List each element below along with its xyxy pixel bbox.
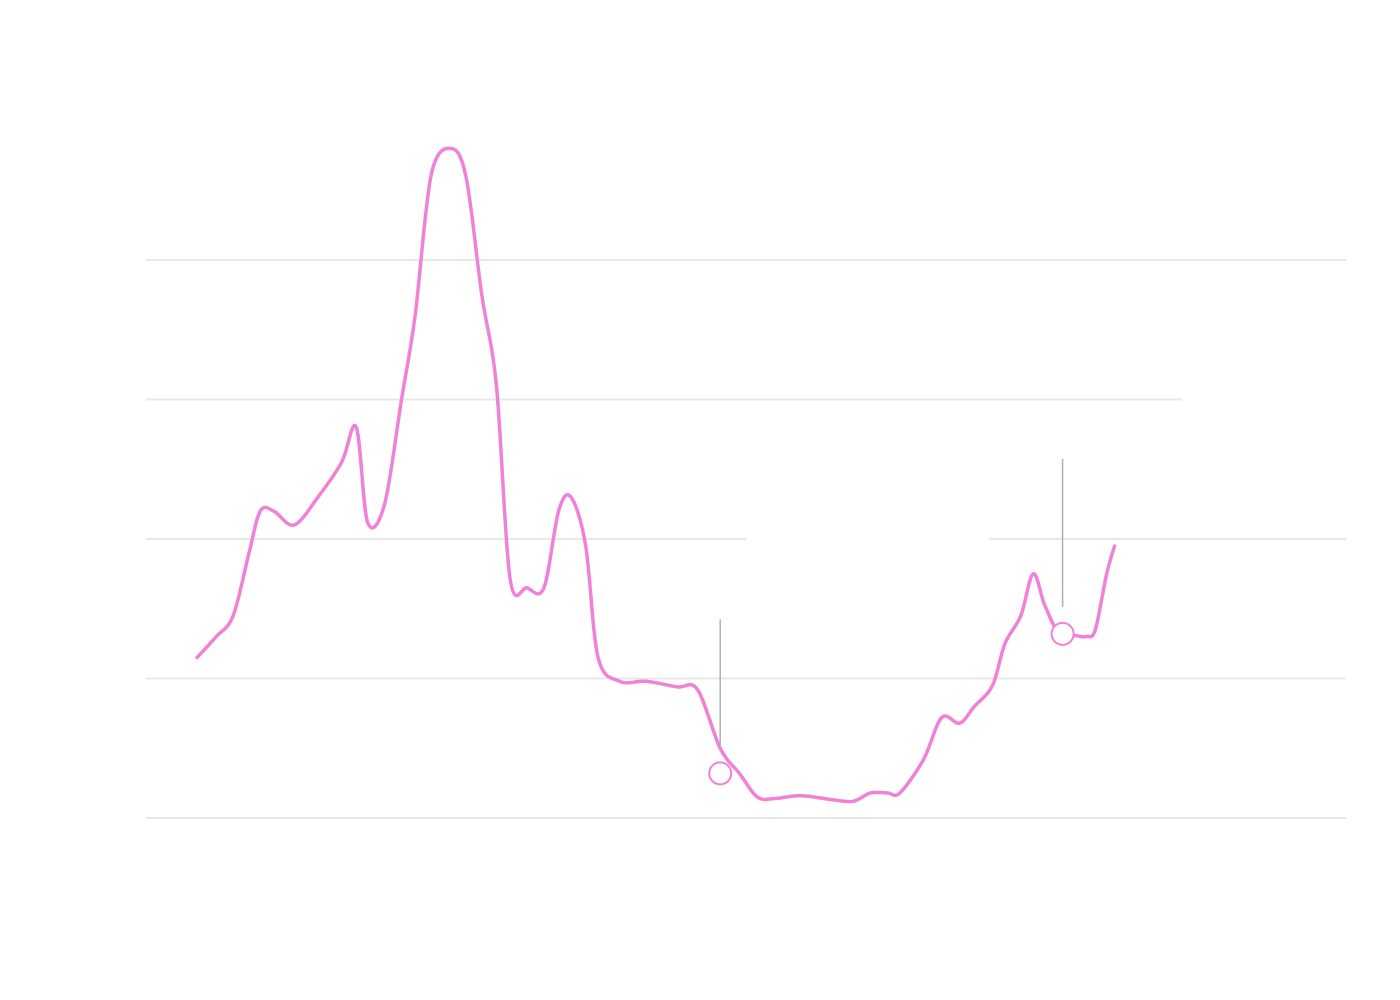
series-line [195, 146, 1117, 804]
annotation-marker [708, 761, 733, 786]
grid-layer [146, 259, 1346, 819]
annotation-marker [1050, 621, 1075, 646]
series-layer [195, 146, 1117, 804]
annotation-layer [708, 458, 1075, 786]
